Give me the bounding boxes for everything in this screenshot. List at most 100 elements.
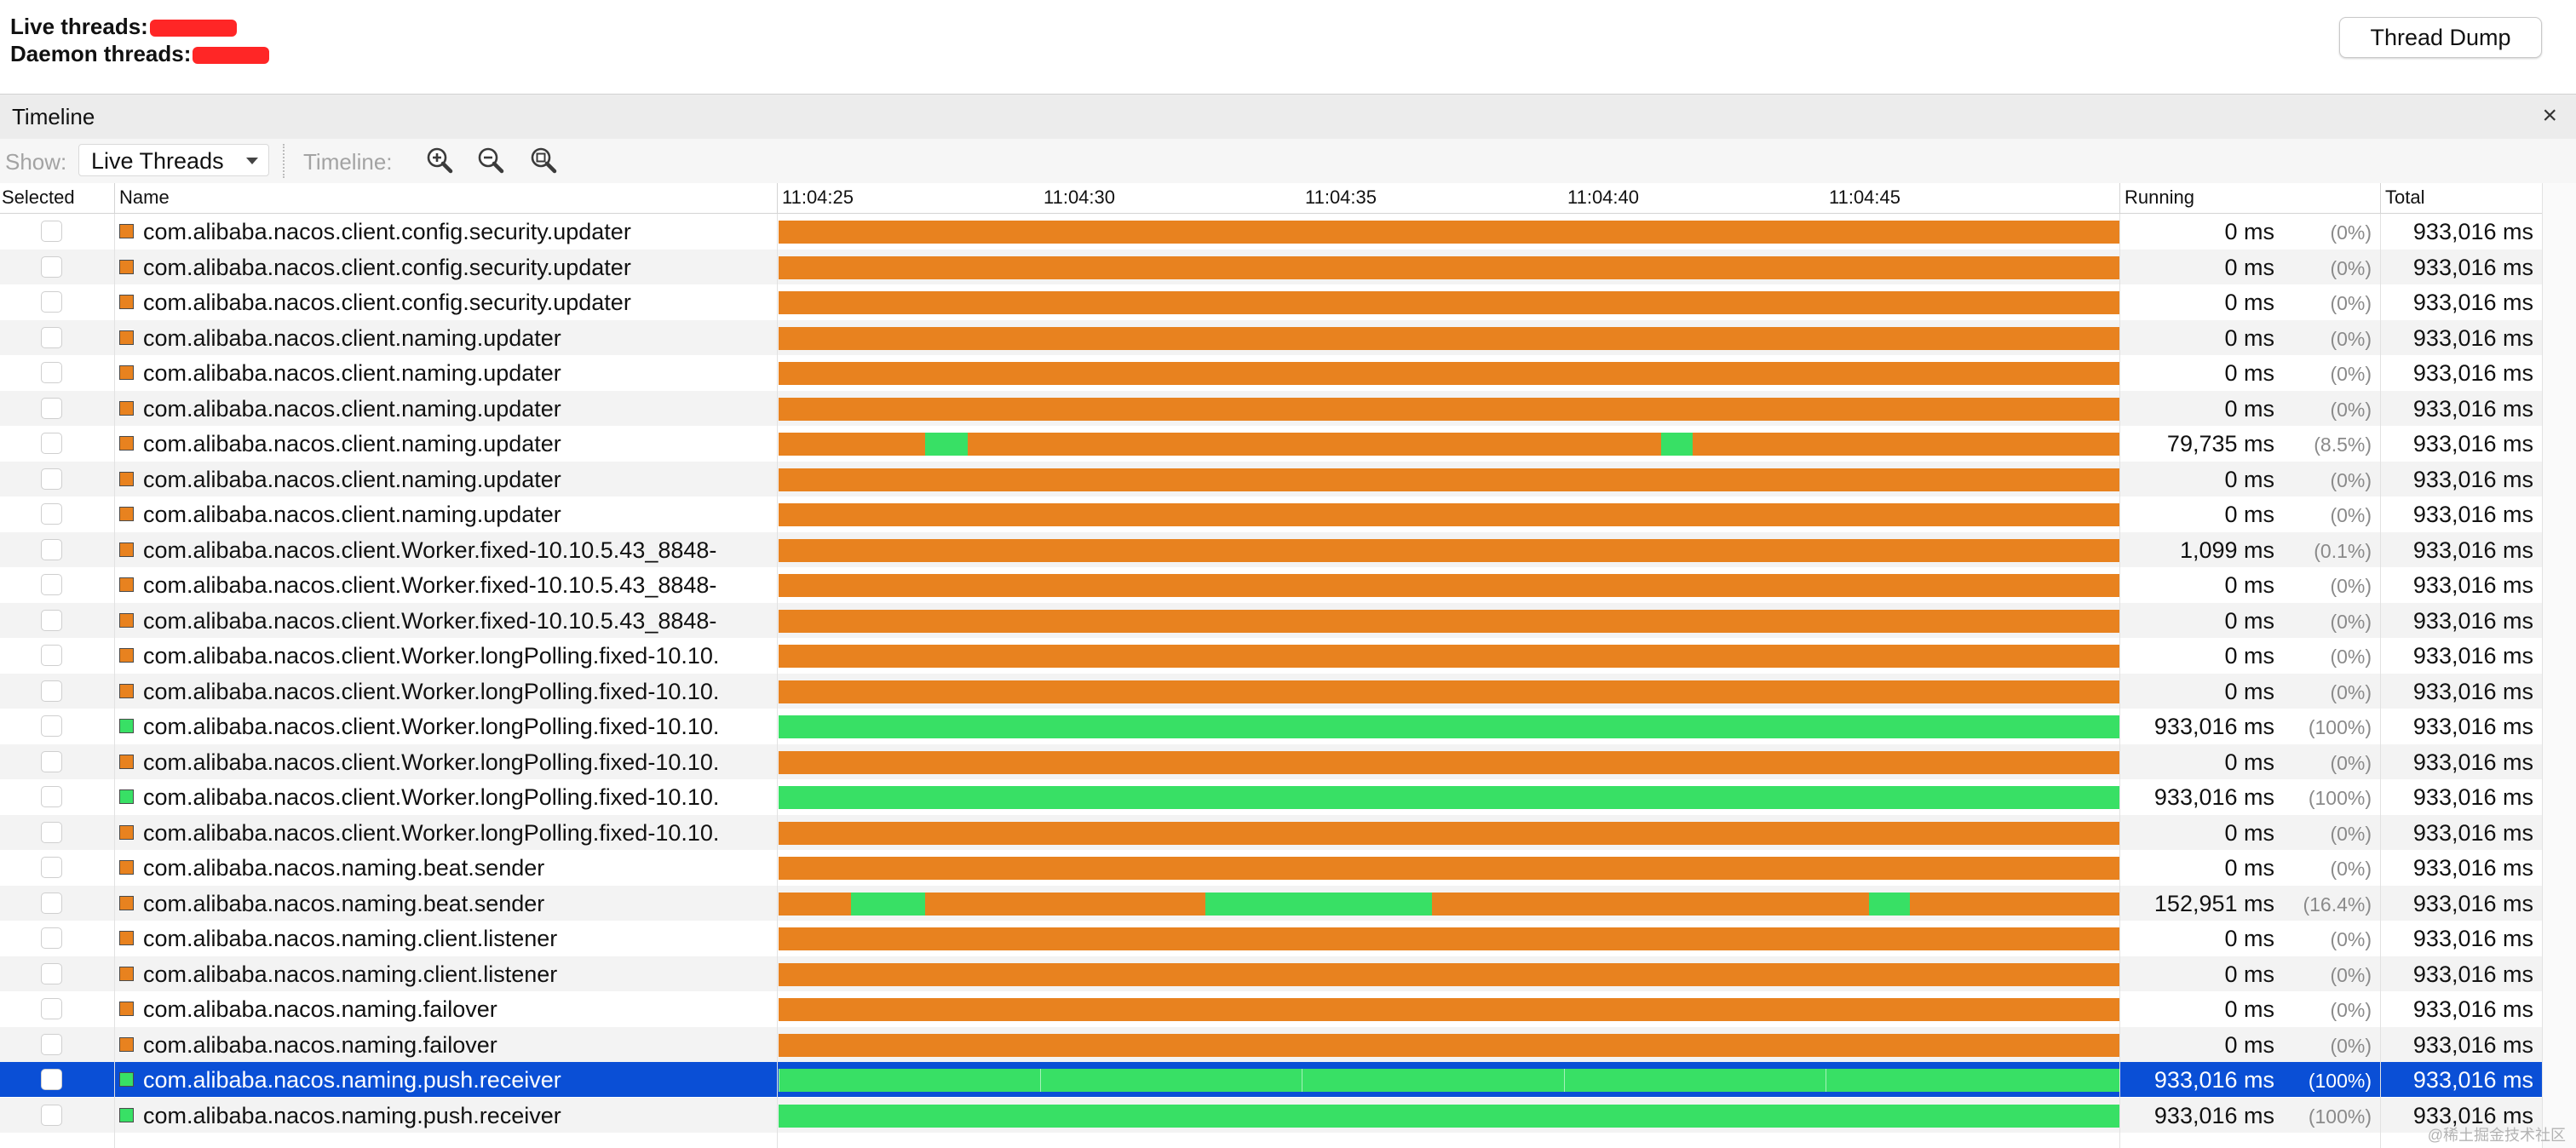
running-time: 0 ms <box>2224 749 2274 775</box>
running-percent: (8.5%) <box>2314 433 2372 456</box>
table-row[interactable]: com.alibaba.nacos.naming.failover 0 ms (0%… <box>0 1027 2542 1062</box>
column-header-total[interactable]: Total <box>2385 187 2425 208</box>
total-time: 933,016 ms <box>2412 572 2533 598</box>
column-divider[interactable] <box>114 183 115 213</box>
row-select-checkbox[interactable] <box>41 291 62 313</box>
row-select-checkbox[interactable] <box>41 786 62 807</box>
row-select-checkbox[interactable] <box>41 1105 62 1126</box>
running-time: 0 ms <box>2224 219 2274 244</box>
row-select-checkbox[interactable] <box>41 398 62 419</box>
vertical-scrollbar[interactable] <box>2542 183 2576 1148</box>
total-time: 933,016 ms <box>2412 961 2533 987</box>
table-row[interactable]: com.alibaba.nacos.client.Worker.longPoll… <box>0 779 2542 814</box>
table-row[interactable]: com.alibaba.nacos.client.Worker.longPoll… <box>0 744 2542 779</box>
show-threads-select[interactable]: Live Threads <box>78 144 269 176</box>
row-select-checkbox[interactable] <box>41 256 62 278</box>
column-divider[interactable] <box>777 183 778 213</box>
zoom-out-icon[interactable] <box>474 144 508 178</box>
running-percent: (0.1%) <box>2314 540 2372 562</box>
table-row[interactable]: com.alibaba.nacos.client.naming.updater 7… <box>0 426 2542 461</box>
row-select-checkbox[interactable] <box>41 503 62 525</box>
table-row[interactable]: com.alibaba.nacos.client.Worker.longPoll… <box>0 709 2542 743</box>
table-row[interactable]: com.alibaba.nacos.client.config.security… <box>0 214 2542 249</box>
table-row[interactable]: com.alibaba.nacos.client.Worker.longPoll… <box>0 674 2542 709</box>
tab-timeline[interactable]: Timeline <box>12 104 95 129</box>
table-row[interactable]: com.alibaba.nacos.naming.push.receiver 93… <box>0 1062 2542 1097</box>
column-header-selected[interactable]: Selected <box>2 187 75 208</box>
thread-state-swatch-icon <box>119 1108 134 1122</box>
table-row[interactable]: com.alibaba.nacos.naming.beat.sender 152,… <box>0 886 2542 921</box>
total-time: 933,016 ms <box>2412 608 2533 634</box>
table-row[interactable]: com.alibaba.nacos.client.Worker.fixed-10… <box>0 603 2542 638</box>
table-row[interactable]: com.alibaba.nacos.client.naming.updater 0… <box>0 462 2542 497</box>
running-percent: (0%) <box>2330 504 2372 526</box>
thread-timeline-bar <box>779 857 2119 880</box>
table-row[interactable]: com.alibaba.nacos.client.naming.updater 0… <box>0 320 2542 355</box>
thread-timeline-bar <box>779 468 2119 491</box>
row-select-checkbox[interactable] <box>41 963 62 984</box>
row-select-checkbox[interactable] <box>41 327 62 348</box>
zoom-fit-icon[interactable] <box>526 144 561 178</box>
row-select-checkbox[interactable] <box>41 680 62 702</box>
row-select-checkbox[interactable] <box>41 468 62 490</box>
table-row[interactable]: com.alibaba.nacos.client.Worker.longPoll… <box>0 815 2542 850</box>
row-select-checkbox[interactable] <box>41 1069 62 1090</box>
show-select-value: Live Threads <box>91 148 224 174</box>
thread-timeline-bar <box>779 893 2119 916</box>
zoom-in-icon[interactable] <box>423 144 457 178</box>
row-select-checkbox[interactable] <box>41 857 62 878</box>
running-percent: (0%) <box>2330 858 2372 880</box>
close-icon[interactable]: × <box>2542 101 2557 129</box>
table-row[interactable]: com.alibaba.nacos.naming.push.receiver 93… <box>0 1098 2542 1133</box>
thread-state-swatch-icon <box>119 295 134 309</box>
column-header-name[interactable]: Name <box>119 187 170 208</box>
thread-timeline-bar <box>779 645 2119 668</box>
thread-name: com.alibaba.nacos.naming.push.receiver <box>143 1103 561 1128</box>
live-threads-label: Live threads: <box>10 14 148 39</box>
row-select-checkbox[interactable] <box>41 998 62 1019</box>
table-row[interactable]: com.alibaba.nacos.client.Worker.fixed-10… <box>0 532 2542 567</box>
table-row[interactable]: com.alibaba.nacos.client.naming.updater 0… <box>0 355 2542 390</box>
row-select-checkbox[interactable] <box>41 893 62 914</box>
table-row[interactable]: com.alibaba.nacos.client.naming.updater 0… <box>0 391 2542 426</box>
row-select-checkbox[interactable] <box>41 715 62 737</box>
table-row[interactable]: com.alibaba.nacos.naming.failover 0 ms (0%… <box>0 991 2542 1026</box>
running-percent: (100%) <box>2308 716 2372 738</box>
row-select-checkbox[interactable] <box>41 927 62 949</box>
table-row[interactable]: com.alibaba.nacos.client.Worker.longPoll… <box>0 638 2542 673</box>
daemon-threads-label: Daemon threads: <box>10 41 192 66</box>
running-segment <box>1660 433 1693 456</box>
daemon-threads-redaction <box>193 47 270 65</box>
table-row[interactable]: com.alibaba.nacos.client.Worker.fixed-10… <box>0 567 2542 602</box>
table-row[interactable]: com.alibaba.nacos.naming.beat.sender 0 ms… <box>0 850 2542 885</box>
running-percent: (100%) <box>2308 787 2372 809</box>
row-select-checkbox[interactable] <box>41 751 62 772</box>
thread-name: com.alibaba.nacos.client.Worker.longPoll… <box>143 643 720 669</box>
row-select-checkbox[interactable] <box>41 221 62 242</box>
table-row[interactable]: com.alibaba.nacos.client.naming.updater 0… <box>0 497 2542 531</box>
table-row[interactable]: com.alibaba.nacos.client.config.security… <box>0 284 2542 319</box>
running-segment <box>1868 893 1911 916</box>
thread-dump-button[interactable]: Thread Dump <box>2339 17 2542 58</box>
row-select-checkbox[interactable] <box>41 1034 62 1055</box>
timeline-grid-line <box>1040 1069 1041 1092</box>
total-time: 933,016 ms <box>2412 396 2533 422</box>
table-row[interactable]: com.alibaba.nacos.client.config.security… <box>0 250 2542 284</box>
running-percent: (0%) <box>2330 823 2372 845</box>
column-divider[interactable] <box>2119 183 2120 213</box>
row-select-checkbox[interactable] <box>41 610 62 631</box>
thread-name: com.alibaba.nacos.client.Worker.longPoll… <box>143 749 720 775</box>
row-select-checkbox[interactable] <box>41 362 62 383</box>
table-row[interactable]: com.alibaba.nacos.naming.client.listener… <box>0 921 2542 956</box>
thread-timeline-bar <box>779 751 2119 774</box>
row-select-checkbox[interactable] <box>41 822 62 843</box>
row-select-checkbox[interactable] <box>41 645 62 666</box>
thread-name: com.alibaba.nacos.naming.beat.sender <box>143 855 545 881</box>
table-row[interactable]: com.alibaba.nacos.naming.client.listener… <box>0 956 2542 991</box>
row-select-checkbox[interactable] <box>41 433 62 454</box>
row-select-checkbox[interactable] <box>41 574 62 595</box>
thread-timeline-bar <box>779 822 2119 845</box>
column-header-running[interactable]: Running <box>2125 187 2194 208</box>
column-divider[interactable] <box>2380 183 2381 213</box>
row-select-checkbox[interactable] <box>41 539 62 560</box>
